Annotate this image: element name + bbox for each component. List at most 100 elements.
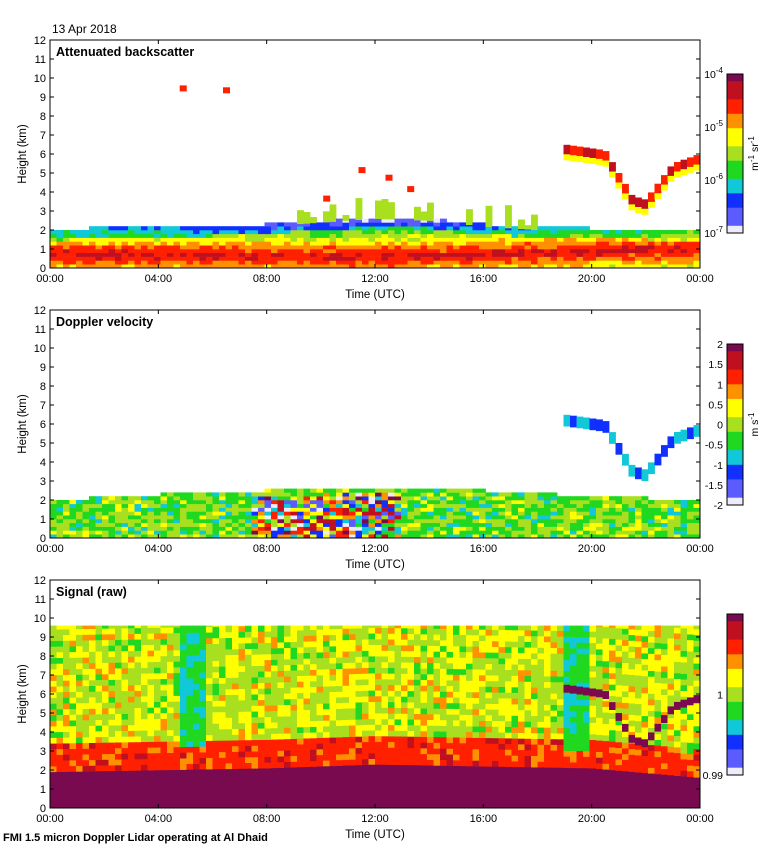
data-cell: [349, 736, 356, 743]
data-cell: [284, 256, 291, 261]
data-cell: [225, 522, 233, 527]
data-cell: [440, 765, 447, 809]
data-cell: [199, 700, 207, 707]
data-cell: [414, 708, 421, 714]
data-cell: [316, 500, 324, 505]
data-cell: [141, 241, 148, 246]
data-cell: [531, 534, 538, 539]
data-cell: [290, 698, 298, 705]
data-cell: [271, 496, 278, 501]
data-cell: [459, 515, 467, 520]
data-cell: [407, 696, 415, 703]
data-cell: [154, 741, 161, 748]
data-cell: [368, 511, 376, 516]
data-cell: [63, 697, 70, 704]
data-cell: [160, 769, 168, 809]
data-cell: [498, 658, 506, 665]
data-cell: [596, 723, 603, 730]
data-cell: [355, 650, 363, 657]
data-cell: [583, 728, 590, 735]
data-cell: [199, 666, 207, 673]
data-cell: [232, 492, 239, 497]
data-cell: [459, 507, 467, 512]
data-cell: [440, 725, 447, 732]
data-cell: [271, 653, 278, 660]
data-cell: [544, 500, 551, 505]
data-cell: [245, 230, 252, 235]
data-cell: [596, 511, 603, 516]
data-cell: [394, 511, 402, 516]
data-cell: [472, 522, 480, 527]
data-cell: [251, 642, 259, 649]
data-cell: [362, 241, 369, 246]
data-cell: [485, 663, 493, 670]
data-cell: [271, 530, 278, 535]
data-cell: [453, 252, 460, 257]
data-cell: [583, 676, 590, 683]
data-cell: [76, 691, 83, 698]
data-cell: [271, 500, 278, 505]
data-cell: [69, 237, 77, 242]
data-cell: [420, 668, 428, 675]
data-cell: [89, 697, 96, 704]
data-cell: [63, 500, 70, 505]
data-cell: [141, 503, 148, 508]
data-cell: [563, 233, 571, 238]
data-cell: [479, 252, 486, 257]
data-cell: [167, 230, 174, 235]
data-cell: [141, 661, 148, 668]
data-cell: [544, 256, 551, 261]
data-cell: [498, 681, 506, 687]
data-cell: [628, 496, 636, 501]
colorbar-swatch: [727, 464, 743, 469]
data-cell: [609, 655, 616, 662]
data-cell: [479, 680, 486, 687]
data-cell: [596, 249, 603, 254]
data-cell: [635, 534, 642, 539]
data-cell: [693, 264, 701, 269]
data-cell: [446, 488, 454, 493]
data-cell: [154, 667, 161, 674]
data-cell: [316, 669, 324, 676]
data-cell: [297, 210, 304, 225]
data-cell: [362, 496, 369, 501]
data-cell: [687, 522, 694, 527]
data-cell: [609, 764, 616, 771]
y-tick-label: 8: [40, 381, 46, 393]
data-cell: [134, 526, 142, 531]
data-cell: [563, 245, 571, 250]
data-cell: [102, 645, 109, 652]
data-cell: [401, 503, 408, 508]
data-cell: [50, 519, 57, 524]
data-cell: [414, 736, 421, 743]
colorbar-swatch: [727, 153, 743, 158]
data-cell: [362, 741, 369, 748]
data-cell: [115, 252, 122, 257]
data-cell: [173, 718, 181, 725]
data-cell: [82, 241, 90, 246]
data-cell: [147, 233, 155, 238]
data-cell: [628, 507, 636, 512]
data-cell: [661, 252, 668, 257]
data-cell: [596, 649, 603, 656]
data-cell: [76, 657, 83, 664]
data-cell: [693, 252, 701, 257]
data-cell: [544, 750, 551, 757]
data-cell: [160, 522, 168, 527]
data-cell: [583, 768, 590, 809]
data-cell: [50, 635, 57, 641]
data-cell: [414, 245, 421, 250]
data-cell: [186, 507, 194, 512]
data-cell: [108, 685, 116, 692]
data-cell: [641, 519, 649, 524]
data-cell: [115, 515, 122, 520]
data-cell: [375, 222, 382, 227]
data-cell: [680, 519, 688, 524]
data-cell: [420, 515, 428, 520]
data-cell: [427, 674, 434, 681]
data-cell: [550, 233, 558, 238]
data-cell: [401, 519, 408, 524]
data-cell: [589, 158, 597, 164]
data-cell: [589, 637, 597, 644]
data-cell: [453, 249, 460, 254]
